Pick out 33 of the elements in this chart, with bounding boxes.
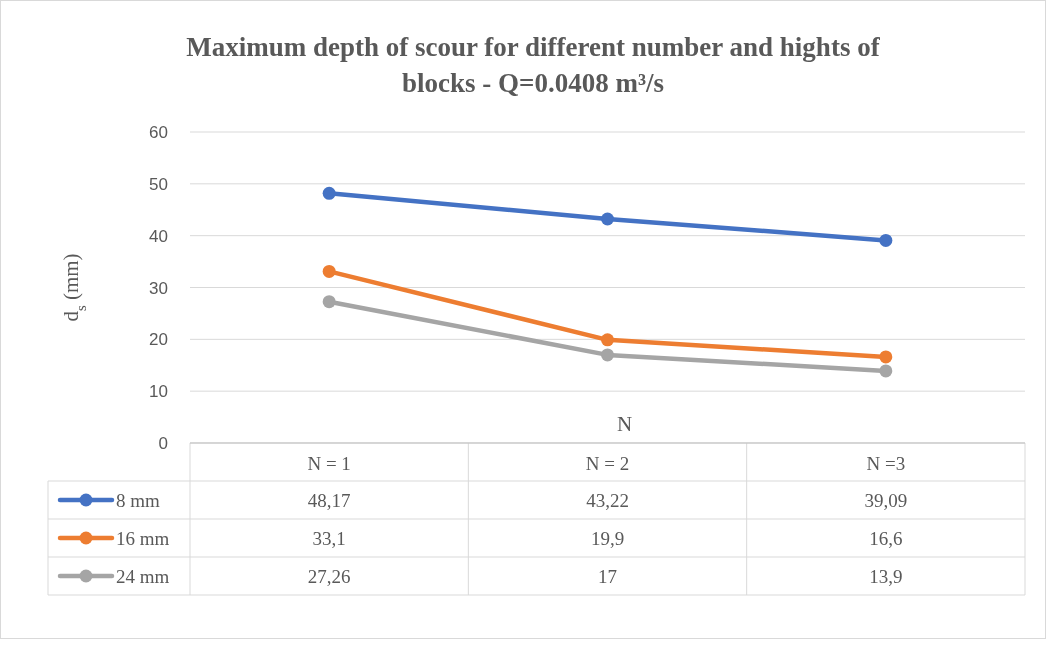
point [601, 348, 614, 362]
point [322, 186, 336, 200]
x-axis-title: N [616, 412, 633, 436]
y-tick-label: 10 [149, 382, 168, 402]
y-tick-label: 20 [149, 330, 168, 350]
data-label: 13,9 [869, 566, 903, 587]
point [601, 333, 614, 347]
y-tick-label: 0 [158, 434, 168, 453]
data-label: 27,26 [307, 566, 351, 587]
data-label: 48,17 [307, 490, 351, 511]
x-tick-label: N =3 [866, 453, 906, 474]
point [879, 233, 893, 247]
data-label: 43,22 [586, 490, 629, 511]
point [601, 212, 614, 226]
point [322, 264, 336, 278]
y-tick-label: 60 [149, 123, 168, 142]
y-tick-label: 30 [149, 278, 168, 298]
point [879, 364, 893, 378]
chart-title: Maximum depth of scour for different number and hights of blocks - Q=0.0408 m³/s [186, 32, 881, 98]
legend-label: 24 mm [116, 566, 170, 587]
data-label: 33,1 [312, 528, 346, 549]
data-label: 39,09 [864, 490, 908, 511]
legend-label: 8 mm [116, 490, 161, 511]
x-tick-label: N = 2 [585, 453, 630, 474]
y-tick-label: 50 [149, 174, 168, 194]
point [322, 295, 336, 309]
data-label: 16,6 [869, 528, 903, 549]
point [879, 350, 893, 364]
data-label: 17 [598, 566, 617, 587]
x-tick-label: N = 1 [307, 453, 351, 474]
data-label: 19,9 [590, 528, 625, 549]
legend-label: 16 mm [116, 528, 170, 549]
y-tick-label: 40 [149, 226, 168, 246]
